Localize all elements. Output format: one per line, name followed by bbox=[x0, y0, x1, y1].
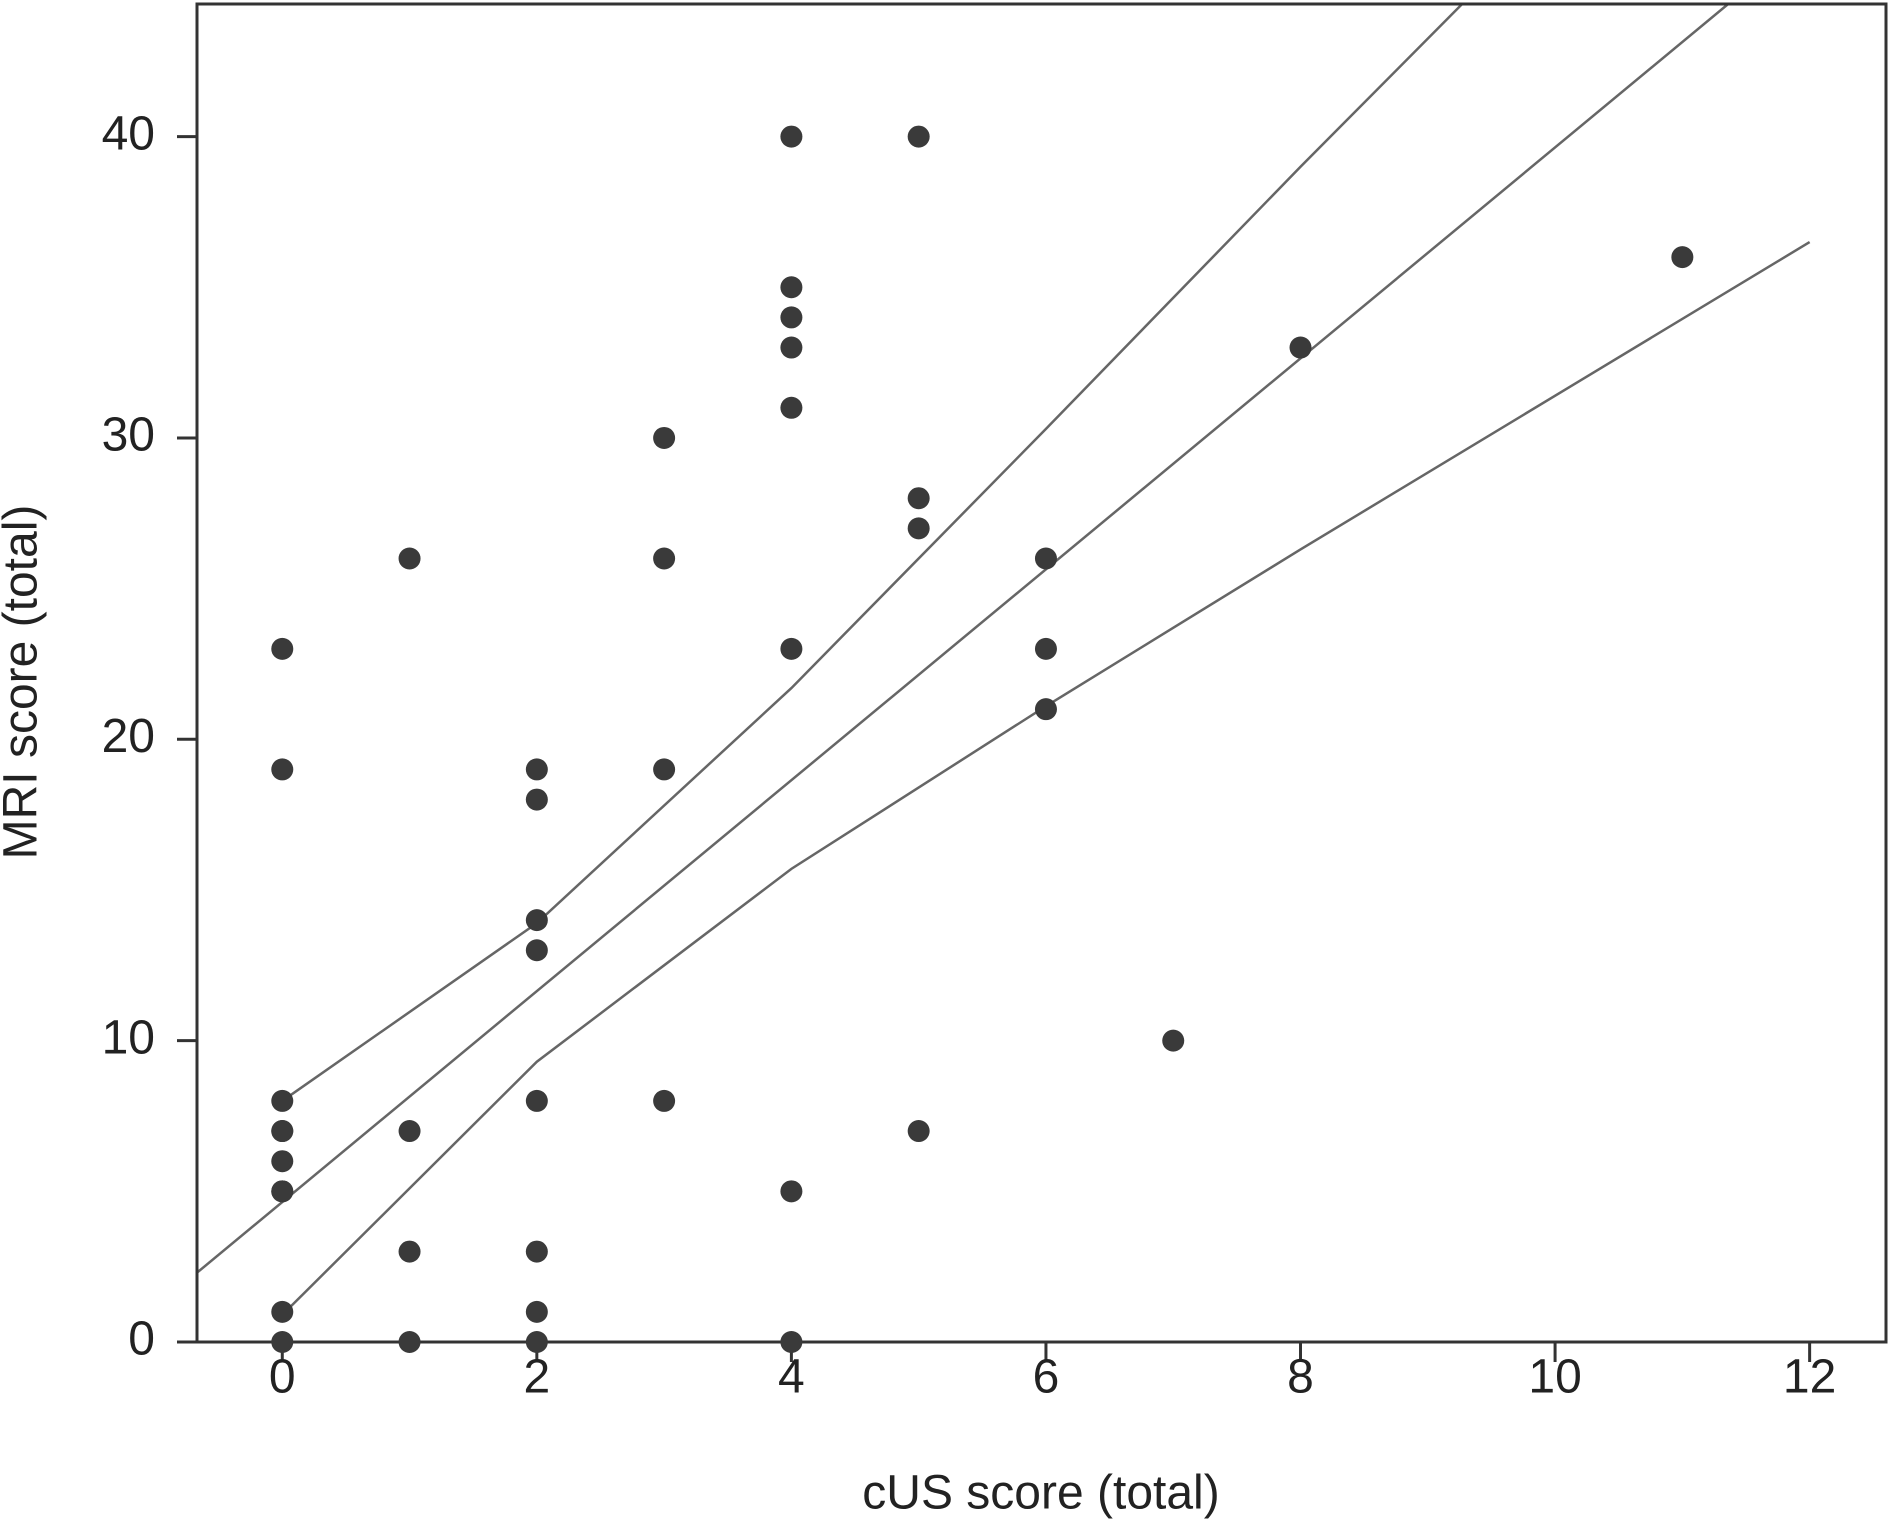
x-axis-title: cUS score (total) bbox=[862, 1467, 1219, 1520]
data-point bbox=[1034, 637, 1057, 660]
data-point bbox=[1671, 246, 1694, 269]
data-point bbox=[271, 1331, 294, 1353]
y-tick-label: 20 bbox=[102, 710, 155, 763]
data-point bbox=[780, 125, 803, 148]
data-point bbox=[907, 517, 930, 540]
fit-line bbox=[281, 4, 1464, 1102]
x-tick-label: 10 bbox=[1528, 1351, 1581, 1404]
data-point bbox=[1162, 1029, 1185, 1052]
x-tick-label: 8 bbox=[1287, 1351, 1314, 1404]
data-point bbox=[525, 788, 548, 811]
data-point bbox=[271, 1120, 294, 1143]
data-point bbox=[1289, 336, 1312, 359]
data-point bbox=[271, 1300, 294, 1323]
data-point bbox=[907, 125, 930, 148]
data-point bbox=[525, 1300, 548, 1323]
data-point bbox=[653, 758, 676, 781]
data-point bbox=[525, 1089, 548, 1112]
data-point bbox=[271, 1180, 294, 1203]
data-point bbox=[525, 1240, 548, 1263]
fit-line bbox=[197, 4, 1729, 1274]
x-tick-label: 6 bbox=[1033, 1351, 1060, 1404]
data-point bbox=[653, 426, 676, 449]
data-point bbox=[398, 1120, 421, 1143]
data-point bbox=[653, 547, 676, 570]
fit-lines bbox=[197, 4, 1811, 1316]
data-point bbox=[907, 487, 930, 510]
data-point bbox=[907, 1120, 930, 1143]
y-axis-title: MRI score (total) bbox=[0, 505, 48, 860]
data-point bbox=[780, 1331, 803, 1353]
data-point bbox=[271, 1150, 294, 1173]
x-tick-label: 0 bbox=[269, 1351, 296, 1404]
x-tick-label: 12 bbox=[1783, 1351, 1836, 1404]
x-tick-label: 2 bbox=[523, 1351, 550, 1404]
y-tick-label: 30 bbox=[102, 409, 155, 462]
data-point bbox=[780, 306, 803, 329]
data-point bbox=[780, 396, 803, 419]
data-point bbox=[271, 758, 294, 781]
fit-line bbox=[281, 240, 1811, 1316]
data-point bbox=[525, 758, 548, 781]
data-point bbox=[525, 909, 548, 932]
x-tick-label: 4 bbox=[778, 1351, 805, 1404]
y-tick-label: 0 bbox=[128, 1313, 155, 1366]
data-point bbox=[398, 547, 421, 570]
data-point bbox=[780, 276, 803, 299]
data-point bbox=[1034, 547, 1057, 570]
data-point bbox=[525, 1331, 548, 1353]
plot-frame bbox=[195, 2, 1888, 1344]
y-tick-label: 10 bbox=[102, 1011, 155, 1064]
data-point bbox=[271, 1089, 294, 1112]
data-point bbox=[780, 1180, 803, 1203]
data-point bbox=[1034, 698, 1057, 721]
data-point bbox=[525, 939, 548, 962]
data-point bbox=[398, 1331, 421, 1353]
data-point bbox=[398, 1240, 421, 1263]
data-point bbox=[271, 637, 294, 660]
data-point bbox=[780, 637, 803, 660]
y-tick-label: 40 bbox=[102, 107, 155, 160]
data-point bbox=[780, 336, 803, 359]
data-point bbox=[653, 1089, 676, 1112]
